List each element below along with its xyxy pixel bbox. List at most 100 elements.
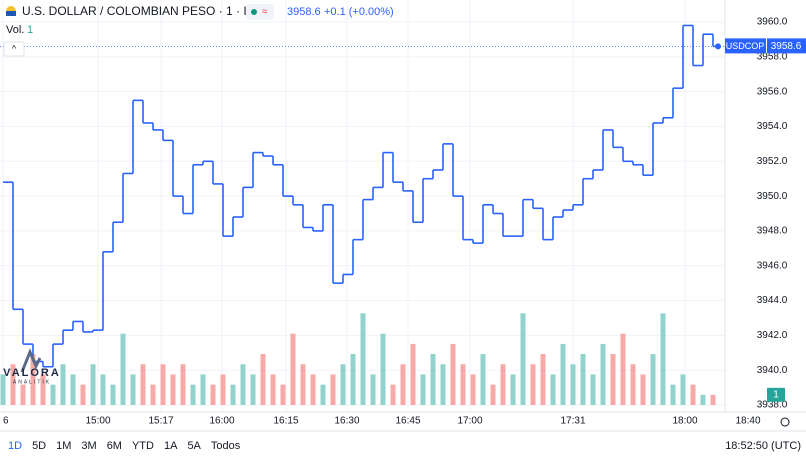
volume-bar	[30, 354, 36, 405]
flag-icon-band	[6, 11, 16, 16]
volume-bar	[520, 313, 526, 405]
x-tick-label: 15:17	[148, 416, 173, 427]
volume-bar	[370, 374, 376, 405]
range-button[interactable]: Todos	[211, 440, 241, 452]
volume-bar	[10, 364, 16, 405]
y-tick-label: 3954.0	[757, 121, 788, 132]
volume-bar	[160, 364, 166, 405]
volume-bar	[710, 394, 716, 405]
volume-bar	[600, 343, 606, 405]
volume-bar	[460, 364, 466, 405]
volume-bar	[410, 343, 416, 405]
volume-bar	[100, 374, 106, 405]
volume-bar	[620, 333, 626, 405]
volume-bar	[420, 374, 426, 405]
volume-bar	[480, 354, 486, 405]
x-tick-label: 17:31	[560, 416, 585, 427]
x-tick-label: 16:30	[334, 416, 359, 427]
volume-bar	[390, 384, 396, 405]
y-tick-label: 3944.0	[757, 295, 788, 306]
volume-bar	[70, 374, 76, 405]
volume-bar	[540, 354, 546, 405]
volume-bar	[310, 374, 316, 405]
x-tick-label: 18:00	[672, 416, 697, 427]
market-open-dot	[251, 9, 257, 15]
x-tick-label: 17:00	[457, 416, 482, 427]
range-button[interactable]: 5D	[32, 440, 46, 452]
range-button[interactable]: 1M	[56, 440, 71, 452]
volume-bar	[300, 364, 306, 405]
x-tick-label: 16:45	[395, 416, 420, 427]
price-label-bg	[767, 38, 806, 54]
range-button[interactable]: 1D	[8, 440, 22, 452]
range-button[interactable]: 5A	[187, 440, 201, 452]
volume-bar	[120, 333, 126, 405]
volume-value: 1	[27, 24, 33, 36]
volume-bar	[140, 364, 146, 405]
volume-bar	[110, 384, 116, 405]
volume-bar	[200, 374, 206, 405]
volume-bar	[210, 384, 216, 405]
volume-bar	[500, 364, 506, 405]
volume-bar	[90, 364, 96, 405]
price-label: 3958.6	[771, 41, 802, 52]
volume-bar	[700, 394, 706, 405]
y-tick-label: 3942.0	[757, 330, 788, 341]
volume-bar	[180, 364, 186, 405]
last-price: 3958.6	[287, 6, 321, 18]
volume-bar	[170, 374, 176, 405]
volume-bar	[220, 374, 226, 405]
collapse-button[interactable]	[3, 41, 25, 57]
volume-bar	[40, 374, 46, 405]
volume-bar	[60, 364, 66, 405]
symbol-label: USDCOP	[726, 41, 765, 51]
y-tick-label: 3956.0	[757, 86, 788, 97]
y-tick-label: 3938.0	[757, 400, 788, 411]
volume-bar	[450, 343, 456, 405]
volume-bar	[580, 354, 586, 405]
x-tick-label: 16:00	[209, 416, 234, 427]
volume-bar	[50, 384, 56, 405]
watermark-text: VALORA	[3, 367, 61, 379]
watermark-subtext: ANALITIK	[13, 379, 51, 385]
y-tick-label: 3940.0	[757, 365, 788, 376]
y-tick-label: 3952.0	[757, 156, 788, 167]
volume-bar	[640, 374, 646, 405]
volume-bar	[80, 384, 86, 405]
volume-bar	[570, 364, 576, 405]
y-tick-label: 3960.0	[757, 17, 788, 28]
volume-bar	[400, 364, 406, 405]
volume-bar	[250, 374, 256, 405]
volume-label-bg	[767, 387, 785, 402]
volume-bar	[490, 384, 496, 405]
volume-bar	[510, 374, 516, 405]
volume-bar	[560, 343, 566, 405]
volume-bar	[0, 374, 6, 405]
range-button[interactable]: YTD	[132, 440, 154, 452]
volume-bar	[690, 384, 696, 405]
volume-bar	[280, 384, 286, 405]
range-button[interactable]: 1A	[164, 440, 178, 452]
volume-bar	[380, 333, 386, 405]
volume-bar	[20, 384, 26, 405]
range-button[interactable]: 3M	[81, 440, 96, 452]
volume-bar	[190, 384, 196, 405]
volume-bar	[590, 374, 596, 405]
price-change: +0.1 (+0.00%)	[324, 6, 394, 18]
volume-axis-label: 1	[773, 389, 779, 400]
volume-bar	[680, 374, 686, 405]
x-tick-label: 15:00	[85, 416, 110, 427]
chart-title: U.S. DOLLAR / COLOMBIAN PESO · 1 · ICE	[22, 4, 263, 18]
axes: 3938.0 3940.0 3942.0 3944.0 3946.0 3948.0 3950…	[3, 17, 806, 427]
volume-bar	[660, 313, 666, 405]
settings-icon[interactable]	[780, 417, 790, 427]
volume-bar	[470, 374, 476, 405]
volume-bar	[130, 374, 136, 405]
status-badge	[246, 4, 274, 20]
delay-icon: ≈	[262, 7, 268, 18]
toolbar: 1D 5D 1M 3M 6M YTD 1A 5A Todos	[8, 440, 241, 452]
volume-bar	[320, 384, 326, 405]
y-tick-label: 3948.0	[757, 226, 788, 237]
range-button[interactable]: 6M	[107, 440, 122, 452]
